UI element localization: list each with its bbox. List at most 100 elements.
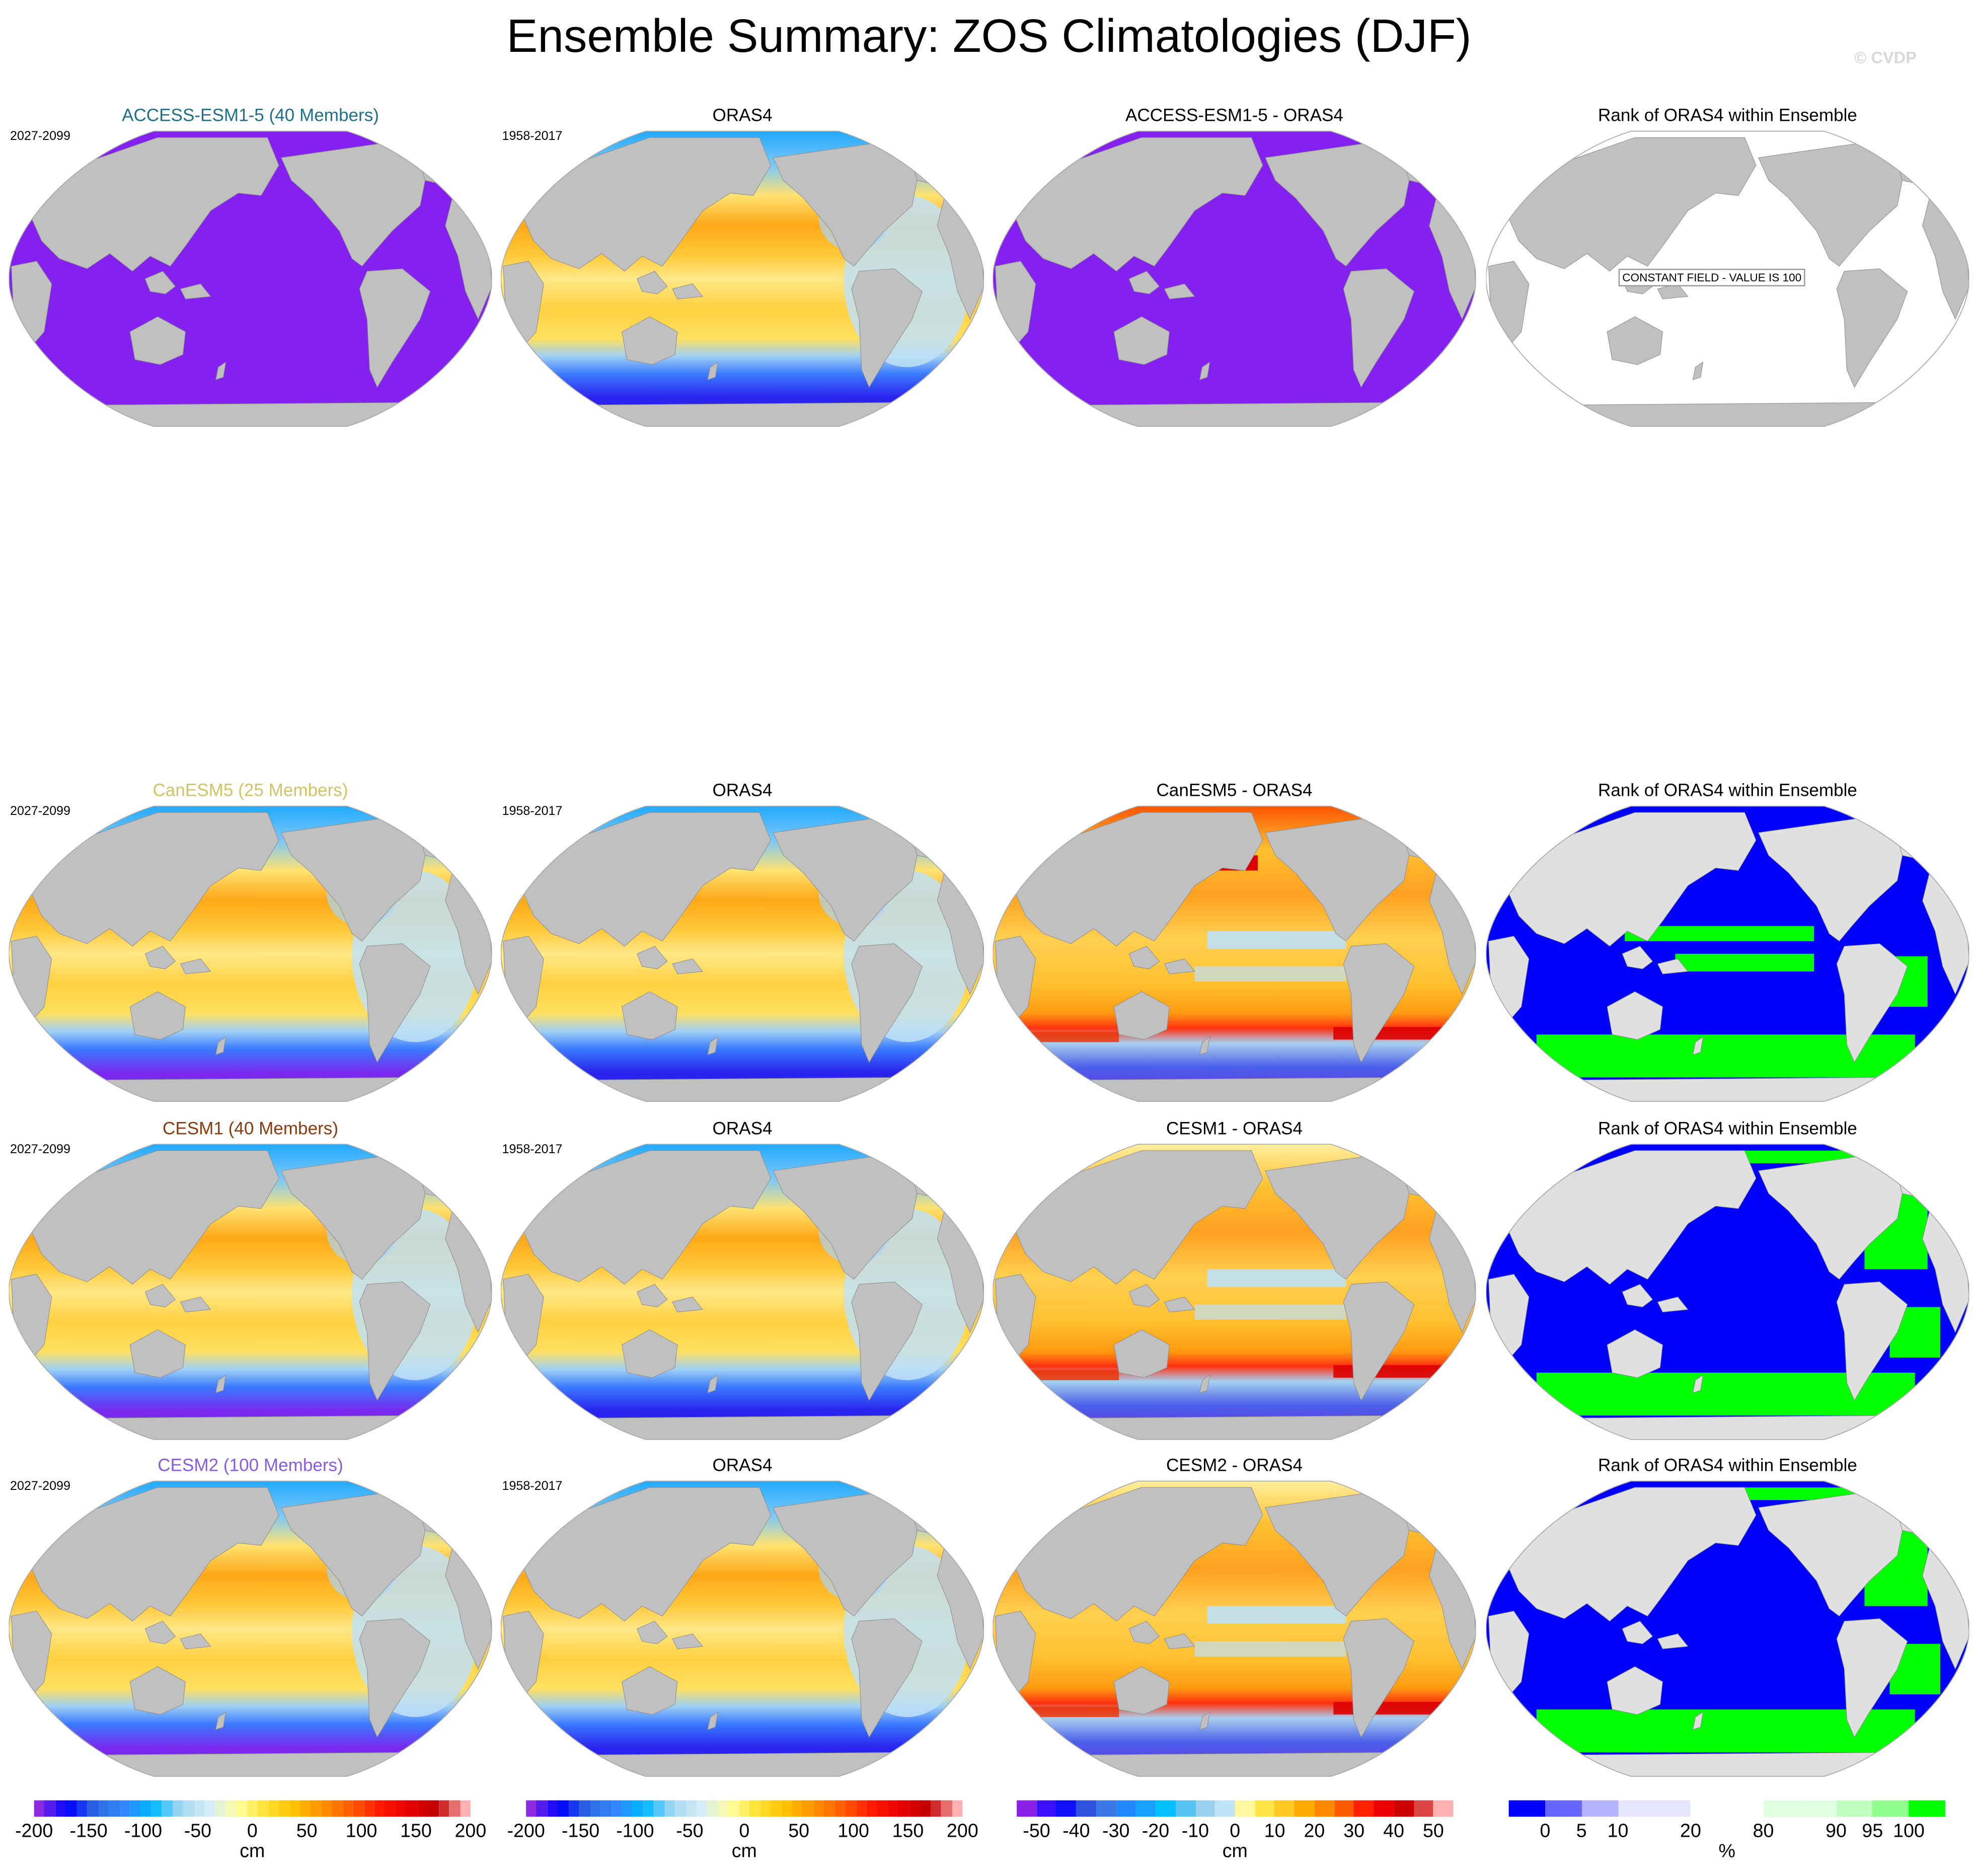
colorbar-box [1909, 1800, 1946, 1817]
map-panel: Rank of ORAS4 within Ensemble [1486, 1118, 1969, 1474]
colorbar-box [909, 1800, 921, 1817]
colorbar-box [1017, 1800, 1037, 1817]
land-australia [622, 1329, 678, 1378]
land-south-america [1343, 943, 1415, 1063]
colorbar-box [696, 1800, 708, 1817]
panel-title: CESM1 (40 Members) [162, 1117, 339, 1138]
colorbar-tick-label: 0 [1540, 1820, 1551, 1842]
map-outline [501, 1480, 984, 1777]
land-australia [129, 1329, 186, 1378]
year-range-label: 1958-2017 [502, 1143, 563, 1157]
colorbar-box [428, 1800, 439, 1817]
land-asia [1015, 1150, 1263, 1285]
colorbar-tick-label: -200 [507, 1820, 545, 1842]
colorbar-tick-label: -150 [561, 1820, 600, 1842]
colorbar-box [108, 1800, 120, 1817]
land-australia [1113, 316, 1170, 365]
panel-title: ACCESS-ESM1-5 - ORAS4 [1125, 105, 1343, 125]
colorbar-box [792, 1800, 803, 1817]
colorbar-tick-label: 100 [838, 1820, 869, 1842]
colorbar-tick-label: -40 [1062, 1820, 1090, 1842]
land-asia [523, 1487, 771, 1622]
colorbar-tick-label: 20 [1680, 1820, 1701, 1842]
land-australia [129, 316, 186, 365]
colorbar-box [289, 1800, 301, 1817]
colorbar-tick-label: 0 [247, 1820, 258, 1842]
panel-title: ORAS4 [712, 1454, 773, 1475]
map-panel: CESM1 (40 Members) 2027-2099 [9, 1118, 492, 1474]
colorbar-tick-label: 100 [345, 1820, 377, 1842]
colorbar-box [98, 1800, 109, 1817]
land-asia [1015, 1487, 1263, 1622]
map-panel: ORAS4 1958-2017 [501, 105, 984, 461]
world-map [501, 805, 984, 1102]
colorbar-tick-label: 10 [1607, 1820, 1629, 1842]
map-outline [993, 805, 1476, 1102]
colorbar-box [590, 1800, 601, 1817]
colorbar-box [1354, 1800, 1375, 1817]
land-asia [31, 1487, 279, 1622]
colorbar-box [930, 1800, 942, 1817]
colorbar-box [898, 1800, 910, 1817]
land-australia [1607, 1666, 1663, 1715]
land-maritime-continent [637, 1284, 704, 1313]
year-range-label: 2027-2099 [10, 805, 70, 819]
colorbar-box [568, 1800, 580, 1817]
land-australia [622, 1666, 678, 1715]
land-south-america [851, 1281, 923, 1401]
colorbar-box [268, 1800, 279, 1817]
colorbar-box [760, 1800, 772, 1817]
colorbar-box [417, 1800, 429, 1817]
colorbar-box [311, 1800, 322, 1817]
figure-title: Ensemble Summary: ZOS Climatologies (DJF… [506, 10, 1472, 62]
panel-title: ORAS4 [712, 105, 773, 125]
colorbar-box [460, 1800, 471, 1817]
colorbar-box [728, 1800, 739, 1817]
colorbar-box [236, 1800, 248, 1817]
land-maritime-continent [144, 271, 211, 299]
map-panel: CESM1 - ORAS4 [993, 1118, 1476, 1474]
colorbar-box [632, 1800, 644, 1817]
colorbar-box [151, 1800, 163, 1817]
colorbar-difference: -50 -40 -30 -20 -10 0 10 20 30 40 50 cm [1017, 1800, 1454, 1862]
colorbar-box [653, 1800, 665, 1817]
land-south-america [851, 943, 923, 1063]
colorbar-box [162, 1800, 173, 1817]
land-australia [1607, 316, 1663, 365]
world-map [501, 1144, 984, 1440]
land-maritime-continent [1622, 1621, 1689, 1649]
colorbar-box [247, 1800, 258, 1817]
colorbar-tick-label: 100 [1893, 1820, 1925, 1842]
land-asia [31, 137, 279, 272]
watermark: © CVDP [1854, 48, 1917, 67]
colorbar-tick-label: -100 [616, 1820, 654, 1842]
map-panel: ORAS4 1958-2017 [501, 780, 984, 1136]
colorbar-unit: cm [240, 1840, 265, 1862]
colorbar-tick-label: 150 [892, 1820, 924, 1842]
year-range-label: 1958-2017 [502, 805, 563, 819]
world-map [993, 805, 1476, 1102]
colorbar-box [44, 1800, 56, 1817]
map-panel: Rank of ORAS4 within Ensemble [1486, 780, 1969, 1136]
colorbar-box [172, 1800, 184, 1817]
colorbar-box [183, 1800, 194, 1817]
colorbar-box [119, 1800, 130, 1817]
land-new-zealand [215, 361, 226, 381]
map-outline [9, 1480, 492, 1777]
land-south-america [1836, 268, 1908, 388]
world-map [993, 130, 1476, 427]
land-australia [129, 991, 186, 1040]
colorbar-tick-label: 90 [1825, 1820, 1847, 1842]
map-outline [9, 805, 492, 1102]
land-new-zealand [215, 1036, 226, 1056]
colorbar-box [66, 1800, 78, 1817]
land-south-america [359, 1618, 431, 1738]
colorbar-box [1195, 1800, 1216, 1817]
colorbar-box [781, 1800, 793, 1817]
colorbar-tick-label: 50 [788, 1820, 810, 1842]
colorbar-box [707, 1800, 718, 1817]
colorbar-unit: % [1718, 1840, 1735, 1862]
colorbar-box [332, 1800, 343, 1817]
colorbar-box [845, 1800, 857, 1817]
